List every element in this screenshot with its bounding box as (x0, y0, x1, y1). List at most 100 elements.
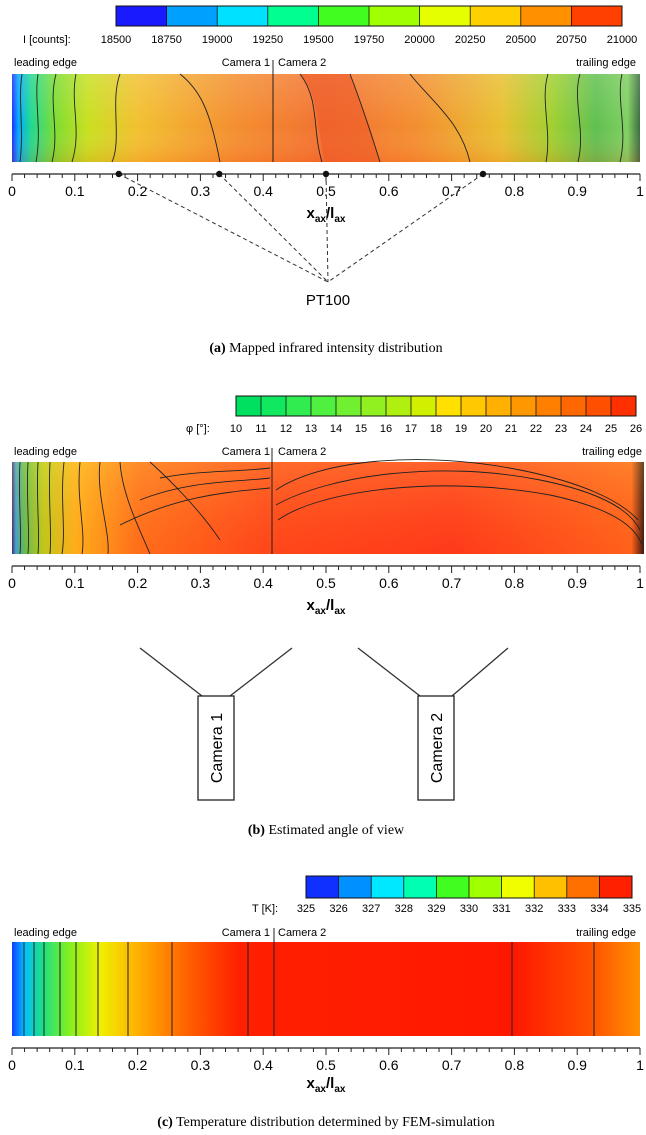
x-tick-label: 0.8 (505, 575, 525, 591)
colorbar-segment (436, 876, 470, 898)
x-tick-label: 0.4 (253, 575, 273, 591)
colorbar-segment (369, 6, 421, 26)
x-tick-label: 0.7 (442, 1057, 462, 1073)
camera1-label-c: Camera 1 (222, 927, 270, 939)
colorbar-segment (486, 396, 512, 416)
x-tick-label: 0 (8, 575, 16, 591)
colorbar-segment (267, 6, 319, 26)
trailing-edge-label-a: trailing edge (576, 57, 636, 69)
leading-edge-label-c: leading edge (14, 927, 77, 939)
colorbar-segment (306, 876, 340, 898)
x-tick-label: 0.1 (65, 1057, 85, 1073)
colorbar-tick-label: 19 (455, 423, 467, 435)
colorbar-segment (336, 396, 362, 416)
x-tick-label: 0 (8, 183, 16, 199)
x-tick-label: 0.9 (567, 1057, 587, 1073)
colorbar-tick-label: 12 (280, 423, 292, 435)
colorbar-tick-label: 16 (380, 423, 392, 435)
colorbar-segment (361, 396, 387, 416)
temperature-contours (23, 942, 595, 1036)
colorbar-segment (586, 396, 612, 416)
x-tick-label: 0.7 (442, 183, 462, 199)
colorbar-segment (501, 876, 535, 898)
x-tick-label: 0.3 (191, 575, 211, 591)
x-axis-c: 0 0.1 0.2 0.3 0.4 0.5 0.6 0.7 0.8 0.9 1 (8, 1047, 644, 1073)
x-tick-label: 0.8 (505, 1057, 525, 1073)
x-tick-label: 0.5 (316, 575, 336, 591)
x-tick-label: 0.1 (65, 183, 85, 199)
colorbar-segment (411, 396, 437, 416)
colorbar-segment (286, 396, 312, 416)
camera2-schematic: Camera 2 (357, 647, 509, 801)
camera2-box-label: Camera 2 (429, 713, 446, 783)
x-tick-label: 0 (8, 1057, 16, 1073)
colorbar-tick-label: 19500 (303, 34, 334, 46)
colorbar-tick-label: 11 (255, 423, 266, 435)
colorbar-tick-label: 14 (330, 423, 342, 435)
colorbar-tick-label: 331 (492, 903, 510, 915)
colorbar-segment (419, 6, 471, 26)
colorbar-tick-label: 21000 (607, 34, 638, 46)
colorbar-segment (436, 396, 462, 416)
leading-edge-label-a: leading edge (14, 57, 77, 69)
x-axis-label-b: xax/lax (307, 597, 346, 617)
colorbar-tick-label: 10 (230, 423, 242, 435)
pt100-marker (479, 170, 487, 178)
camera1-label-b: Camera 1 (222, 446, 270, 458)
colorbar-tick-label: 20 (480, 423, 492, 435)
camera2-label-a: Camera 2 (278, 57, 326, 69)
pt100-label: PT100 (306, 292, 350, 309)
x-tick-label: 0.5 (316, 1057, 336, 1073)
pt100-marker (322, 170, 330, 178)
temperature-field (12, 942, 640, 1036)
panel-a: I [counts]: 18500 18750 19000 19250 19500 197… (8, 5, 644, 356)
colorbar-segment (318, 6, 370, 26)
colorbar-tick-label: 18 (430, 423, 442, 435)
colorbar-a-label: I [counts]: (23, 34, 71, 46)
colorbar-tick-label: 328 (395, 903, 413, 915)
x-tick-label: 0.6 (379, 1057, 399, 1073)
colorbar-tick-label: 334 (590, 903, 608, 915)
colorbar-segment (469, 876, 503, 898)
colorbar-tick-label: 13 (305, 423, 317, 435)
colorbar-a (115, 5, 623, 27)
x-tick-label: 0.2 (128, 575, 148, 591)
colorbar-segment (116, 6, 168, 26)
colorbar-segment (611, 396, 637, 416)
angle-contours (18, 459, 643, 555)
intensity-contours (19, 73, 624, 163)
colorbar-segment (534, 876, 568, 898)
caption-c: (c) Temperature distribution determined … (157, 1115, 494, 1130)
colorbar-tick-label: 327 (362, 903, 380, 915)
colorbar-tick-label: 18750 (151, 34, 182, 46)
colorbar-segment (311, 396, 337, 416)
x-tick-label: 1 (636, 575, 644, 591)
pt100-marker (216, 170, 223, 178)
colorbar-tick-label: 329 (427, 903, 445, 915)
pt100-leader-line (118, 173, 329, 283)
x-tick-label: 0.7 (442, 575, 462, 591)
colorbar-segment (166, 6, 218, 26)
pt100-leader-line (218, 173, 329, 283)
trailing-edge-label-b: trailing edge (582, 446, 642, 458)
colorbar-tick-label: 15 (355, 423, 367, 435)
colorbar-segment (470, 6, 522, 26)
colorbar-c (305, 875, 633, 899)
pt100-leader-lines (115, 170, 487, 283)
x-tick-label: 0.6 (379, 183, 399, 199)
colorbar-tick-label: 326 (329, 903, 347, 915)
colorbar-segment (338, 876, 372, 898)
colorbar-segment (520, 6, 572, 26)
x-tick-label: 0.6 (379, 575, 399, 591)
x-tick-label: 0.9 (567, 575, 587, 591)
colorbar-segment (536, 396, 562, 416)
colorbar-c-tick-labels: 325 326 327 328 329 330 331 332 333 334 335 (297, 903, 641, 915)
colorbar-b-label: φ [°]: (186, 423, 210, 435)
colorbar-tick-label: 20500 (506, 34, 537, 46)
colorbar-b (235, 395, 637, 417)
pt100-leader-line (327, 173, 484, 283)
x-tick-label: 0.2 (128, 1057, 148, 1073)
colorbar-segment (236, 396, 262, 416)
x-tick-label: 0.3 (191, 183, 211, 199)
